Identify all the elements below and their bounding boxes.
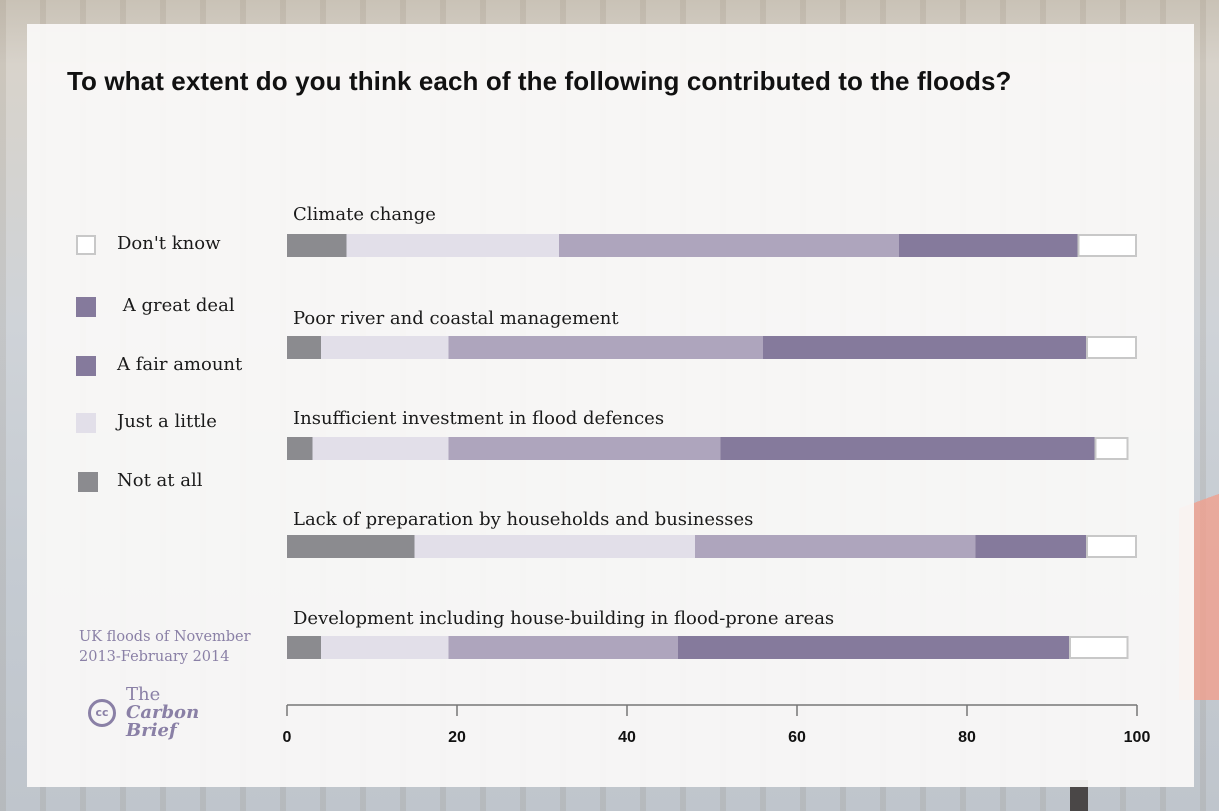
x-tick-label: 80	[958, 729, 976, 746]
legend-label: A fair amount	[117, 354, 243, 375]
bar-row	[287, 234, 1137, 257]
bar-row	[287, 336, 1137, 359]
credit-line: 2013-February 2014	[79, 649, 230, 665]
bar-segment-a-great-deal	[899, 234, 1078, 257]
bar-segment-not-at-all	[287, 336, 321, 359]
legend-swatch-just-little	[76, 413, 96, 433]
logo-line: Carbon	[126, 702, 200, 723]
credit-line: UK floods of November	[79, 629, 251, 645]
bar-row	[287, 636, 1129, 659]
x-tick-label: 20	[448, 729, 466, 746]
bar-segment-don-t-know	[1069, 636, 1129, 659]
bar-segment-a-great-deal	[975, 535, 1086, 558]
legend-label: Not at all	[117, 470, 203, 491]
bar-segment-just-a-little	[321, 636, 449, 659]
bar-row	[287, 437, 1129, 460]
bar-segment-not-at-all	[287, 535, 415, 558]
bar-segment-don-t-know	[1086, 535, 1137, 558]
legend-label: Don't know	[117, 233, 221, 254]
bar-segment-a-great-deal	[720, 437, 1095, 460]
category-label: Climate change	[293, 204, 436, 225]
bar-segment-a-fair-amount	[695, 535, 976, 558]
category-label: Insufficient investment in flood defence…	[293, 408, 665, 429]
logo-line: The	[126, 684, 161, 705]
bar-segment-not-at-all	[287, 234, 347, 257]
bar-segment-a-great-deal	[678, 636, 1069, 659]
x-tick-label: 40	[618, 729, 636, 746]
x-tick-label: 60	[788, 729, 806, 746]
x-tick-label: 0	[283, 729, 292, 746]
bar-segment-a-fair-amount	[448, 636, 678, 659]
legend-swatch-fair-amount	[76, 356, 96, 376]
bar-segment-just-a-little	[414, 535, 695, 558]
legend-label: Just a little	[117, 411, 217, 432]
bar-segment-not-at-all	[287, 437, 313, 460]
legend-swatch-dont-know	[76, 235, 96, 255]
bar-row	[287, 535, 1137, 558]
bar-segment-a-fair-amount	[559, 234, 899, 257]
bar-segment-just-a-little	[321, 336, 449, 359]
chart-panel	[27, 24, 1194, 787]
x-tick-label: 100	[1124, 729, 1151, 746]
category-label: Development including house-building in …	[293, 608, 835, 629]
logo-line: Brief	[126, 720, 177, 741]
bar-segment-a-great-deal	[763, 336, 1086, 359]
bar-segment-don-t-know	[1094, 437, 1129, 460]
chart-title: To what extent do you think each of the …	[67, 66, 1012, 96]
legend-swatch-great-deal	[76, 297, 96, 317]
bar-segment-don-t-know	[1086, 336, 1137, 359]
bar-segment-don-t-know	[1077, 234, 1137, 257]
bar-segment-a-fair-amount	[448, 336, 763, 359]
bar-segment-just-a-little	[312, 437, 449, 460]
creative-commons-icon: cc	[88, 699, 116, 727]
category-label: Lack of preparation by households and bu…	[293, 509, 754, 530]
category-label: Poor river and coastal management	[293, 308, 619, 329]
bar-segment-not-at-all	[287, 636, 321, 659]
carbon-brief-logo: The Carbon Brief	[126, 686, 199, 740]
bar-segment-a-fair-amount	[448, 437, 721, 460]
source-credit: UK floods of November 2013-February 2014	[79, 627, 251, 667]
bar-segment-just-a-little	[346, 234, 559, 257]
background-post	[1070, 780, 1088, 811]
bars-group	[287, 234, 1137, 659]
legend-label: A great deal	[117, 295, 235, 316]
x-axis: 0 20 40 60 80 100	[283, 704, 1151, 746]
legend-swatch-not-at-all	[78, 472, 98, 492]
